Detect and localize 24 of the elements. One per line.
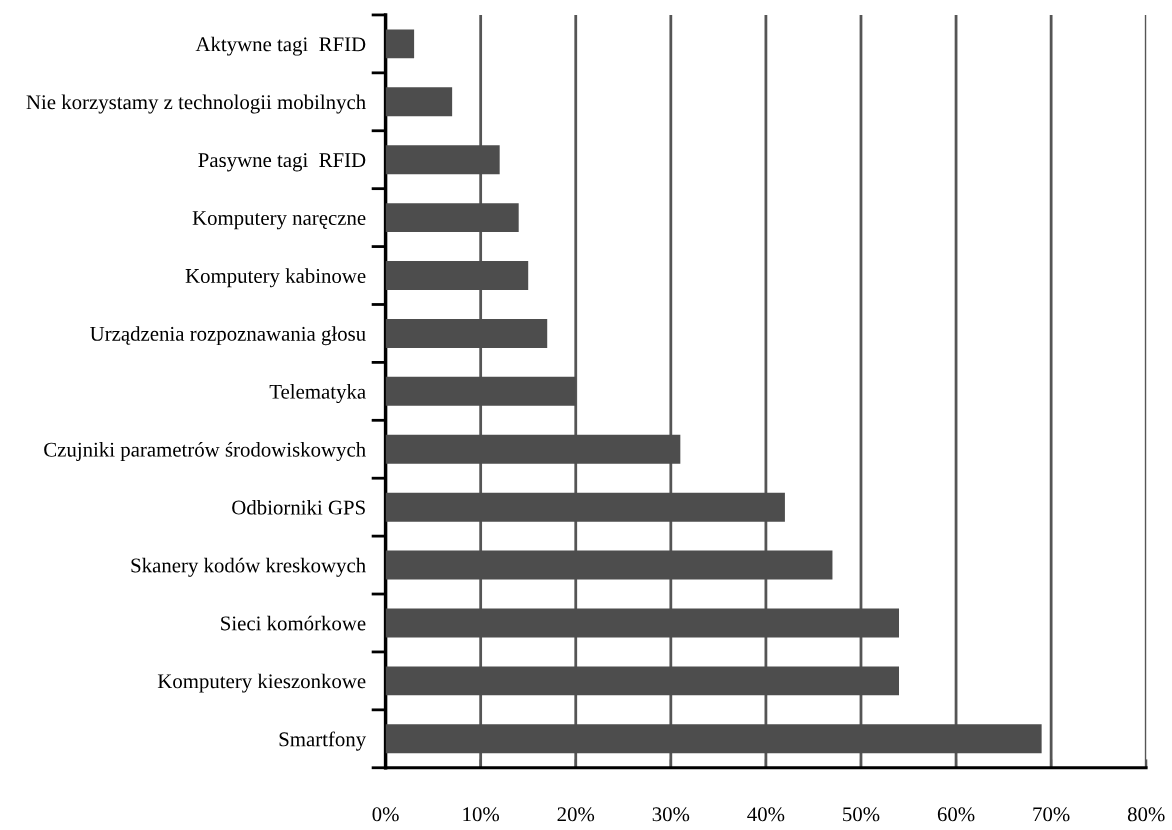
- y-tick-label: Pasywne tagi RFID: [198, 153, 366, 172]
- y-tick-label: Sieci komórkowe: [221, 615, 366, 631]
- x-tick-label: 0%: [372, 807, 399, 822]
- x-tick-label: 70%: [1033, 807, 1070, 822]
- y-tick-label: Odbiorniki GPS: [232, 499, 365, 515]
- bar: [385, 29, 415, 59]
- bar: [385, 87, 453, 117]
- y-tick-label: Telematyka: [269, 384, 366, 404]
- x-tick-label: 50%: [843, 807, 880, 822]
- x-tick-label: 40%: [747, 807, 785, 822]
- y-tick-label: Aktywne tagi RFID: [195, 36, 366, 56]
- y-tick-label: Nie korzystamy z technologii mobilnych: [26, 94, 366, 114]
- y-tick-label: Skanery kodów kreskowych: [131, 557, 366, 577]
- x-tick-label: 60%: [937, 807, 975, 822]
- y-tick-label: Smartfony: [279, 731, 367, 751]
- x-tick-label: 20%: [557, 807, 595, 822]
- y-tick-label: Komputery kieszonkowe: [157, 673, 366, 693]
- x-tick-label: 80%: [1127, 807, 1165, 822]
- y-tick-label: Czujniki parametrów środowiskowych: [44, 442, 366, 461]
- x-tick-label: 30%: [652, 807, 690, 822]
- y-tick-label: Komputery naręczne: [192, 211, 366, 230]
- x-tick-label: 10%: [463, 807, 500, 822]
- y-tick-label: Urządzenia rozpoznawania głosu: [90, 326, 366, 346]
- y-tick-label: Komputery kabinowe: [185, 268, 366, 288]
